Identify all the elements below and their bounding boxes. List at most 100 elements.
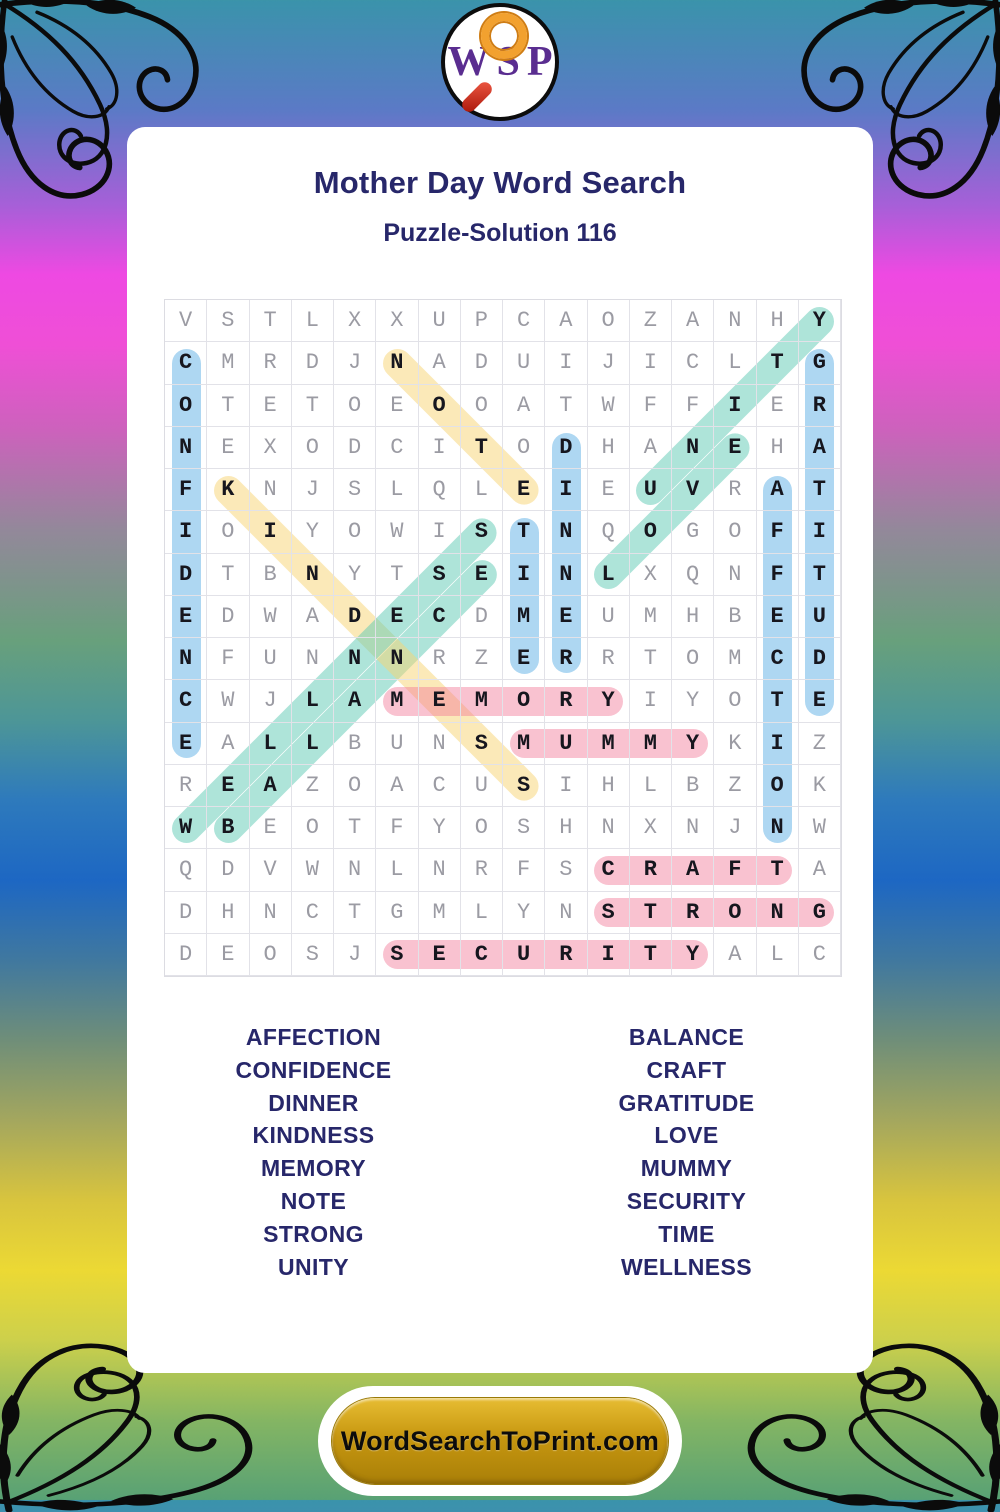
grid-cell: X — [249, 426, 292, 469]
grid-cell: L — [291, 300, 334, 343]
grid-cell: Q — [587, 511, 630, 554]
grid-cell: L — [587, 553, 630, 596]
grid-cell: A — [798, 426, 841, 469]
grid-cell: X — [376, 300, 419, 343]
grid-cell: L — [376, 849, 419, 892]
grid-cell: V — [672, 469, 715, 512]
grid-cell: Y — [503, 891, 546, 934]
grid-cell: H — [587, 426, 630, 469]
grid-cell: R — [165, 764, 208, 807]
grid-cell: C — [503, 300, 546, 343]
grid-cell: J — [291, 469, 334, 512]
grid-cell: N — [165, 638, 208, 681]
grid-cell: E — [545, 595, 588, 638]
site-link-button[interactable]: WordSearchToPrint.com — [332, 1398, 668, 1484]
grid-cell: O — [418, 384, 461, 427]
grid-cell: V — [249, 849, 292, 892]
grid-cell: C — [672, 342, 715, 385]
grid-cell: M — [629, 722, 672, 765]
grid-cell: M — [207, 342, 250, 385]
grid-cell: W — [798, 807, 841, 850]
grid-cell: N — [672, 807, 715, 850]
word-list-item: NOTE — [280, 1187, 347, 1214]
grid-cell: L — [291, 722, 334, 765]
grid-cell: J — [714, 807, 757, 850]
grid-cell: I — [249, 511, 292, 554]
grid-cell: E — [249, 384, 292, 427]
grid-cell: K — [207, 469, 250, 512]
grid-cell: Q — [165, 849, 208, 892]
grid-cell: U — [376, 722, 419, 765]
grid-cell: E — [714, 426, 757, 469]
grid-cell: H — [756, 300, 799, 343]
grid-cell: F — [376, 807, 419, 850]
grid-cell: F — [503, 849, 546, 892]
grid-cell: F — [629, 384, 672, 427]
grid-cell: B — [672, 764, 715, 807]
grid-cell: E — [207, 933, 250, 976]
grid-cell: Z — [798, 722, 841, 765]
grid-cell: D — [460, 342, 503, 385]
word-list-item: AFFECTION — [245, 1024, 382, 1050]
grid-cell: R — [545, 933, 588, 976]
grid-cell: O — [714, 511, 757, 554]
grid-cell: A — [714, 933, 757, 976]
grid-cell: E — [798, 680, 841, 723]
footer-pill: WordSearchToPrint.com — [318, 1386, 682, 1496]
grid-cell: R — [418, 638, 461, 681]
grid-cell: Y — [587, 680, 630, 723]
grid-cell: W — [249, 595, 292, 638]
grid-cell: E — [503, 469, 546, 512]
grid-cell: Y — [672, 680, 715, 723]
grid-cell: S — [291, 933, 334, 976]
grid-cell: B — [249, 553, 292, 596]
grid-cell: O — [714, 680, 757, 723]
grid-cell: I — [165, 511, 208, 554]
grid-cell: R — [714, 469, 757, 512]
word-highlight-security — [382, 940, 708, 970]
word-list: AFFECTION CONFIDENCE DINNER KINDNESS MEMORY N… — [127, 1021, 873, 1283]
grid-cell: L — [376, 469, 419, 512]
grid-cell: O — [249, 933, 292, 976]
grid-cell: A — [207, 722, 250, 765]
word-list-item: LOVE — [654, 1122, 719, 1149]
grid-cell: M — [587, 722, 630, 765]
grid-cell: Y — [291, 511, 334, 554]
grid-cell: T — [207, 553, 250, 596]
grid-cell: E — [165, 595, 208, 638]
grid-cell: E — [460, 553, 503, 596]
grid-cell: N — [376, 638, 419, 681]
grid-cell: T — [376, 553, 419, 596]
grid-cell: S — [503, 764, 546, 807]
grid-cell: G — [672, 511, 715, 554]
site-link-label: WordSearchToPrint.com — [340, 1425, 660, 1456]
grid-cell: U — [503, 933, 546, 976]
grid-cell: L — [714, 342, 757, 385]
word-list-item: STRONG — [263, 1220, 364, 1247]
grid-cell: O — [207, 511, 250, 554]
grid-cell: C — [798, 933, 841, 976]
grid-cell: M — [714, 638, 757, 681]
grid-cell: T — [629, 891, 672, 934]
grid-cell: F — [207, 638, 250, 681]
grid-cell: D — [207, 849, 250, 892]
grid-cell: S — [503, 807, 546, 850]
grid-cell: O — [629, 511, 672, 554]
grid-cell: O — [672, 638, 715, 681]
grid-cell: E — [756, 384, 799, 427]
grid-cell: H — [545, 807, 588, 850]
grid-cell: D — [545, 426, 588, 469]
grid-cell: B — [334, 722, 377, 765]
grid-cell: E — [207, 426, 250, 469]
logo-letter-w: W — [447, 39, 490, 85]
corner-flourish-top-right-icon — [801, 0, 1000, 199]
grid-cell: Y — [418, 807, 461, 850]
grid-cell: R — [249, 342, 292, 385]
word-highlight-memory — [382, 686, 624, 716]
grid-cell: A — [672, 849, 715, 892]
grid-cell: O — [756, 764, 799, 807]
grid-cell: N — [165, 426, 208, 469]
grid-cell: R — [545, 680, 588, 723]
grid-cell: H — [587, 764, 630, 807]
grid-cell: C — [291, 891, 334, 934]
